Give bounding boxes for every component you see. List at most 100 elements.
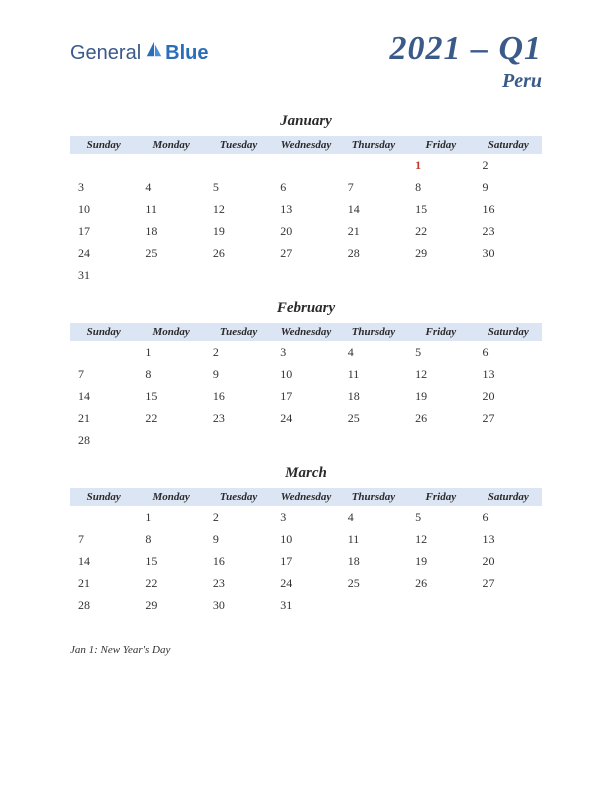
- calendar-cell: 25: [137, 242, 204, 264]
- day-header: Saturday: [475, 136, 542, 154]
- calendar-cell: 18: [137, 220, 204, 242]
- calendar-row: 14151617181920: [70, 385, 542, 407]
- calendar-row: 78910111213: [70, 528, 542, 550]
- logo: General Blue: [70, 40, 209, 66]
- calendar-cell: 31: [70, 264, 137, 286]
- calendar-row: 14151617181920: [70, 550, 542, 572]
- calendar-cell: 27: [475, 407, 542, 429]
- calendar-cell: 1: [137, 341, 204, 363]
- calendar-row: 17181920212223: [70, 220, 542, 242]
- calendar-cell: [272, 154, 339, 176]
- calendar-cell: [407, 264, 474, 286]
- calendar-row: 123456: [70, 341, 542, 363]
- calendar-cell: 18: [340, 385, 407, 407]
- calendar-cell: [70, 341, 137, 363]
- day-header: Monday: [137, 323, 204, 341]
- calendar-cell: 8: [407, 176, 474, 198]
- calendar-cell: 31: [272, 594, 339, 616]
- calendar-cell: [205, 154, 272, 176]
- calendar-cell: 28: [70, 594, 137, 616]
- calendar-cell: 5: [205, 176, 272, 198]
- calendar-cell: 3: [272, 506, 339, 528]
- month-block: February SundayMondayTuesdayWednesdayThur…: [70, 300, 542, 451]
- day-header: Friday: [407, 136, 474, 154]
- month-name: March: [70, 465, 542, 482]
- calendar-cell: 6: [272, 176, 339, 198]
- calendar-row: 123456: [70, 506, 542, 528]
- calendar-cell: 8: [137, 528, 204, 550]
- day-header: Friday: [407, 488, 474, 506]
- calendar-grid: SundayMondayTuesdayWednesdayThursdayFrid…: [70, 488, 542, 616]
- calendar-cell: 29: [137, 594, 204, 616]
- day-header: Monday: [137, 488, 204, 506]
- logo-sail-icon: [145, 40, 163, 58]
- calendar-cell: 23: [205, 407, 272, 429]
- calendar-cell: 11: [137, 198, 204, 220]
- calendar-grid: SundayMondayTuesdayWednesdayThursdayFrid…: [70, 323, 542, 451]
- calendar-cell: 5: [407, 506, 474, 528]
- month-block: JanuarySundayMondayTuesdayWednesdayThurs…: [70, 113, 542, 286]
- day-header: Monday: [137, 136, 204, 154]
- calendar-cell: 27: [475, 572, 542, 594]
- calendar-cell: 22: [407, 220, 474, 242]
- header: General Blue 2021 – Q1 Peru: [0, 0, 612, 103]
- quarter-title: 2021 – Q1: [389, 30, 542, 68]
- calendar-cell: 13: [475, 363, 542, 385]
- calendar-cell: 21: [70, 407, 137, 429]
- calendar-cell: 18: [340, 550, 407, 572]
- calendar-cell: 2: [475, 154, 542, 176]
- calendar-cell: 24: [272, 572, 339, 594]
- calendar-cell: 7: [340, 176, 407, 198]
- day-header: Sunday: [70, 136, 137, 154]
- calendar-cell: [475, 594, 542, 616]
- calendar-cell: 20: [475, 385, 542, 407]
- day-header: Wednesday: [272, 488, 339, 506]
- calendar-row: 21222324252627: [70, 407, 542, 429]
- calendar-cell: 4: [340, 506, 407, 528]
- calendar-cell: 10: [272, 528, 339, 550]
- calendar-cell: 14: [70, 385, 137, 407]
- calendar-cell: 26: [407, 407, 474, 429]
- calendar-cell: 3: [272, 341, 339, 363]
- calendar-cell: 20: [475, 550, 542, 572]
- calendar-cell: 1: [407, 154, 474, 176]
- logo-text-blue: Blue: [165, 42, 208, 65]
- holidays-list: Jan 1: New Year's Day: [0, 630, 612, 656]
- calendar-cell: 9: [205, 528, 272, 550]
- calendar-cell: 28: [70, 429, 137, 451]
- title-block: 2021 – Q1 Peru: [389, 30, 542, 93]
- calendar-cell: [205, 429, 272, 451]
- calendar-cell: 2: [205, 506, 272, 528]
- calendar-cell: [272, 264, 339, 286]
- calendar-cell: 19: [407, 385, 474, 407]
- calendar-cell: 13: [475, 528, 542, 550]
- calendar-cell: [340, 594, 407, 616]
- calendar-row: 24252627282930: [70, 242, 542, 264]
- month-name: January: [70, 113, 542, 130]
- calendar-cell: 19: [205, 220, 272, 242]
- calendar-cell: [205, 264, 272, 286]
- logo-text-general: General: [70, 42, 141, 65]
- calendar-cell: 11: [340, 528, 407, 550]
- calendar-cell: [340, 429, 407, 451]
- calendar-cell: 10: [70, 198, 137, 220]
- calendar-cell: 5: [407, 341, 474, 363]
- calendar-cell: 14: [340, 198, 407, 220]
- calendar-cell: 25: [340, 407, 407, 429]
- calendar-cell: 4: [340, 341, 407, 363]
- calendar-cell: 16: [205, 385, 272, 407]
- calendar-cell: 2: [205, 341, 272, 363]
- calendar-cell: [340, 154, 407, 176]
- calendar-cell: 12: [407, 528, 474, 550]
- calendar-cell: 24: [70, 242, 137, 264]
- calendar-cell: 27: [272, 242, 339, 264]
- calendar-row: 12: [70, 154, 542, 176]
- calendar-cell: [137, 264, 204, 286]
- calendar-cell: [70, 506, 137, 528]
- day-header: Tuesday: [205, 488, 272, 506]
- month-name: February: [70, 300, 542, 317]
- calendar-cell: [137, 154, 204, 176]
- calendar-row: 28293031: [70, 594, 542, 616]
- calendar-cell: 23: [475, 220, 542, 242]
- calendar-row: 31: [70, 264, 542, 286]
